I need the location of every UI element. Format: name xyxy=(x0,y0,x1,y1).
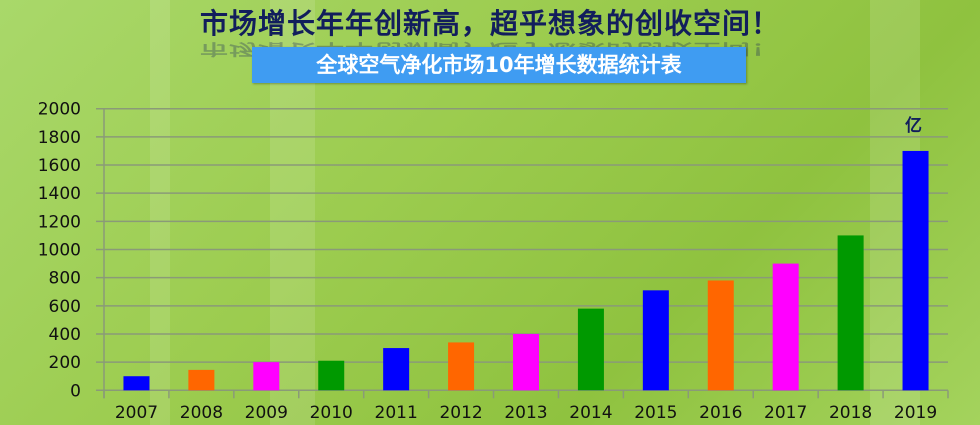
y-tick-label: 1600 xyxy=(38,156,81,176)
bar-2008 xyxy=(188,369,215,391)
x-tick-label: 2008 xyxy=(180,403,223,423)
bar-2011 xyxy=(383,348,410,391)
bar-2019 xyxy=(902,150,929,391)
bar-2009 xyxy=(253,362,280,391)
x-tick-label: 2009 xyxy=(245,403,288,423)
bar-2014 xyxy=(577,308,604,391)
y-tick-label: 0 xyxy=(70,381,81,401)
y-tick-label: 1400 xyxy=(38,184,81,204)
bar-2017 xyxy=(772,263,799,391)
y-tick-label: 1200 xyxy=(38,212,81,232)
x-tick-label: 2010 xyxy=(310,403,353,423)
headline: 市场增长年年创新高，超乎想象的创收空间！ xyxy=(199,7,780,40)
bar-2013 xyxy=(513,333,539,391)
x-tick-label: 2012 xyxy=(439,403,482,423)
x-tick-label: 2018 xyxy=(829,403,872,423)
x-tick-label: 2016 xyxy=(699,403,742,423)
bar-2010 xyxy=(318,360,345,391)
bar-2018 xyxy=(837,235,864,391)
x-tick-label: 2007 xyxy=(115,403,158,423)
x-tick-label: 2019 xyxy=(894,403,937,423)
x-tick-label: 2017 xyxy=(764,403,807,423)
y-tick-label: 400 xyxy=(49,325,81,345)
y-tick-label: 800 xyxy=(49,269,81,289)
bar-2012 xyxy=(448,342,475,391)
x-tick-label: 2011 xyxy=(375,403,418,423)
unit-label: 亿 xyxy=(905,115,922,136)
y-tick-label: 1800 xyxy=(38,128,81,148)
y-tick-label: 200 xyxy=(49,353,81,373)
x-tick-label: 2014 xyxy=(569,403,612,423)
chart-title: 全球空气净化市场10年增长数据统计表 xyxy=(252,47,746,83)
bar-2007 xyxy=(123,376,150,391)
x-tick-label: 2015 xyxy=(634,403,677,423)
bar-2016 xyxy=(707,280,734,391)
y-tick-label: 600 xyxy=(49,297,81,317)
y-tick-label: 1000 xyxy=(38,241,81,261)
bar-2015 xyxy=(642,290,669,391)
y-tick-label: 2000 xyxy=(38,100,81,120)
x-tick-label: 2013 xyxy=(504,403,547,423)
